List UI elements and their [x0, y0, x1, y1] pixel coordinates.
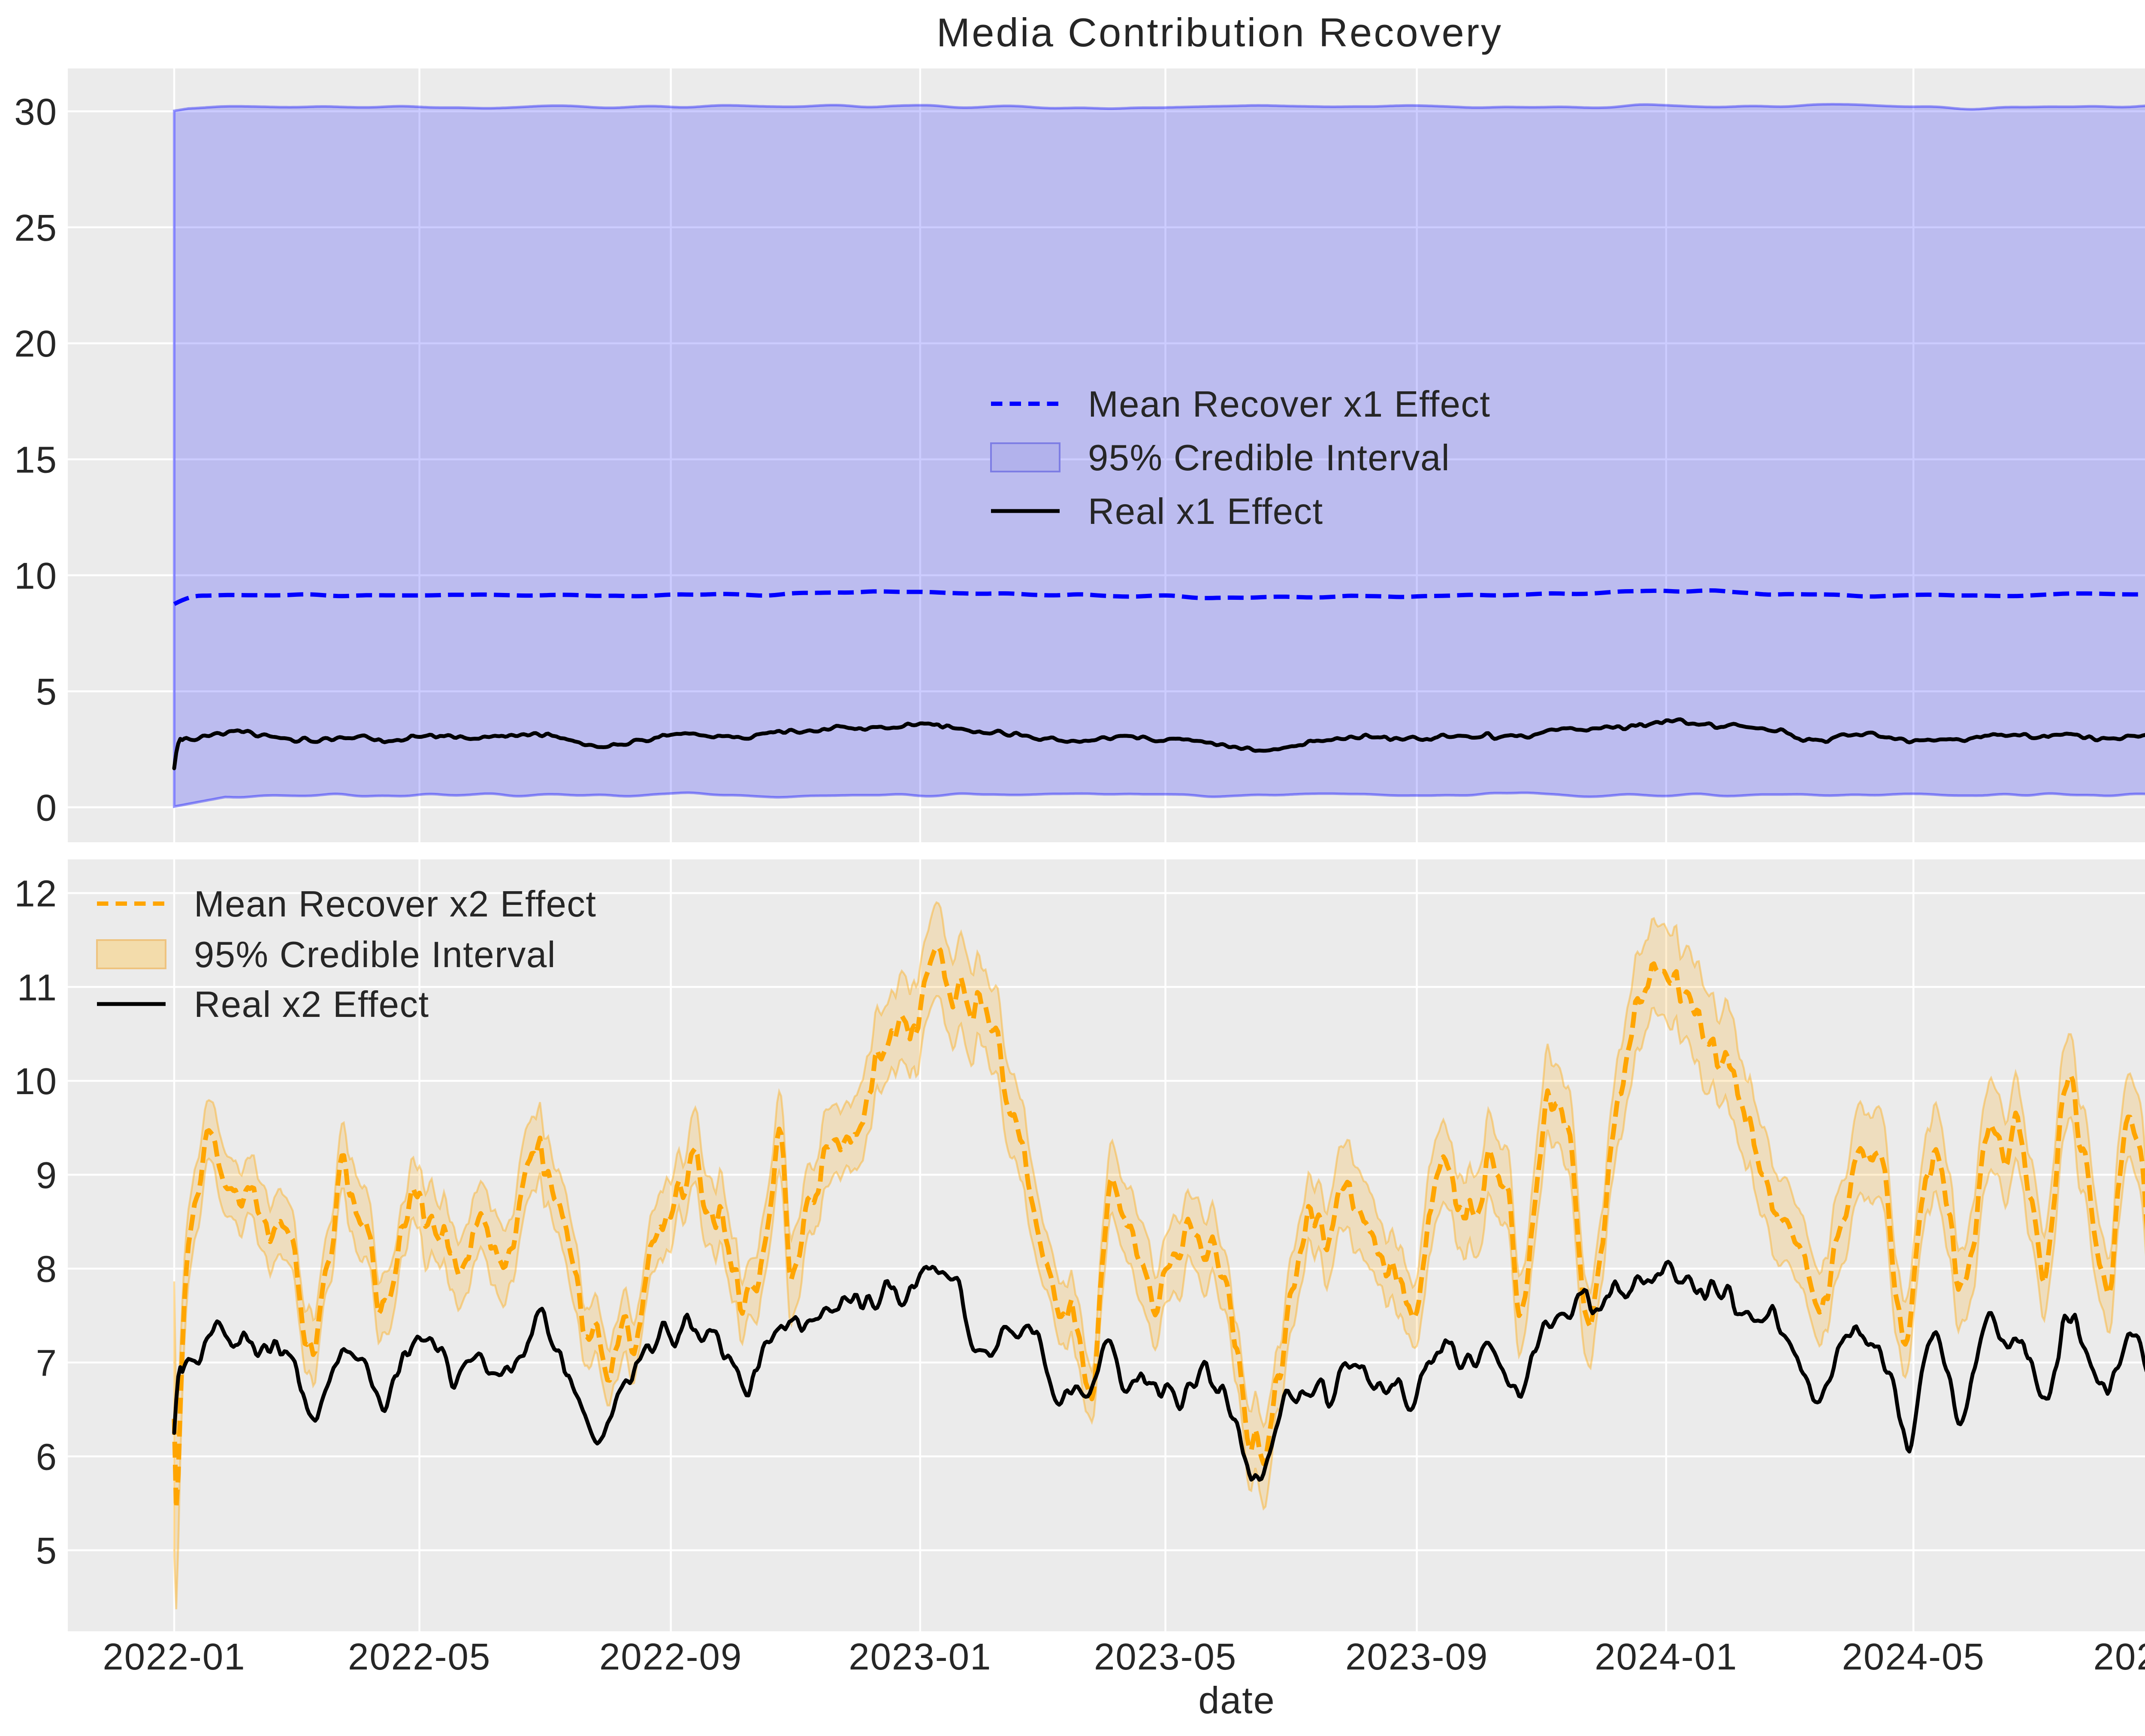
svg-text:2023-09: 2023-09 [1345, 1636, 1488, 1678]
svg-text:10: 10 [14, 1061, 57, 1102]
svg-text:2022-05: 2022-05 [348, 1636, 491, 1678]
svg-text:Mean Recover x2 Effect: Mean Recover x2 Effect [194, 884, 597, 925]
svg-text:2022-09: 2022-09 [599, 1636, 742, 1678]
svg-text:2022-01: 2022-01 [103, 1636, 245, 1678]
svg-text:Real x2 Effect: Real x2 Effect [194, 984, 429, 1025]
svg-text:11: 11 [17, 967, 57, 1008]
svg-text:8: 8 [36, 1249, 57, 1290]
svg-text:12: 12 [14, 873, 57, 915]
svg-text:date: date [1198, 1679, 1275, 1721]
svg-text:9: 9 [36, 1155, 57, 1196]
svg-text:2023-05: 2023-05 [1094, 1636, 1237, 1678]
svg-text:2024-01: 2024-01 [1595, 1636, 1737, 1678]
svg-text:2023-01: 2023-01 [849, 1636, 991, 1678]
svg-text:Real x1 Effect: Real x1 Effect [1088, 491, 1323, 532]
svg-text:20: 20 [14, 323, 57, 365]
svg-text:15: 15 [14, 439, 57, 481]
svg-text:30: 30 [14, 91, 57, 133]
svg-text:Media Contribution Recovery: Media Contribution Recovery [937, 10, 1503, 55]
svg-text:2024-05: 2024-05 [1842, 1636, 1985, 1678]
svg-text:25: 25 [14, 207, 57, 249]
svg-text:Mean Recover x1 Effect: Mean Recover x1 Effect [1088, 384, 1491, 425]
svg-text:10: 10 [14, 555, 57, 597]
svg-text:6: 6 [36, 1436, 57, 1478]
svg-text:95% Credible Interval: 95% Credible Interval [1088, 438, 1450, 478]
svg-text:5: 5 [36, 1530, 57, 1572]
svg-text:2024-09: 2024-09 [2094, 1636, 2145, 1678]
svg-text:5: 5 [36, 671, 57, 713]
svg-text:7: 7 [36, 1343, 57, 1384]
svg-text:0: 0 [36, 787, 57, 829]
svg-text:95% Credible Interval: 95% Credible Interval [194, 935, 556, 975]
